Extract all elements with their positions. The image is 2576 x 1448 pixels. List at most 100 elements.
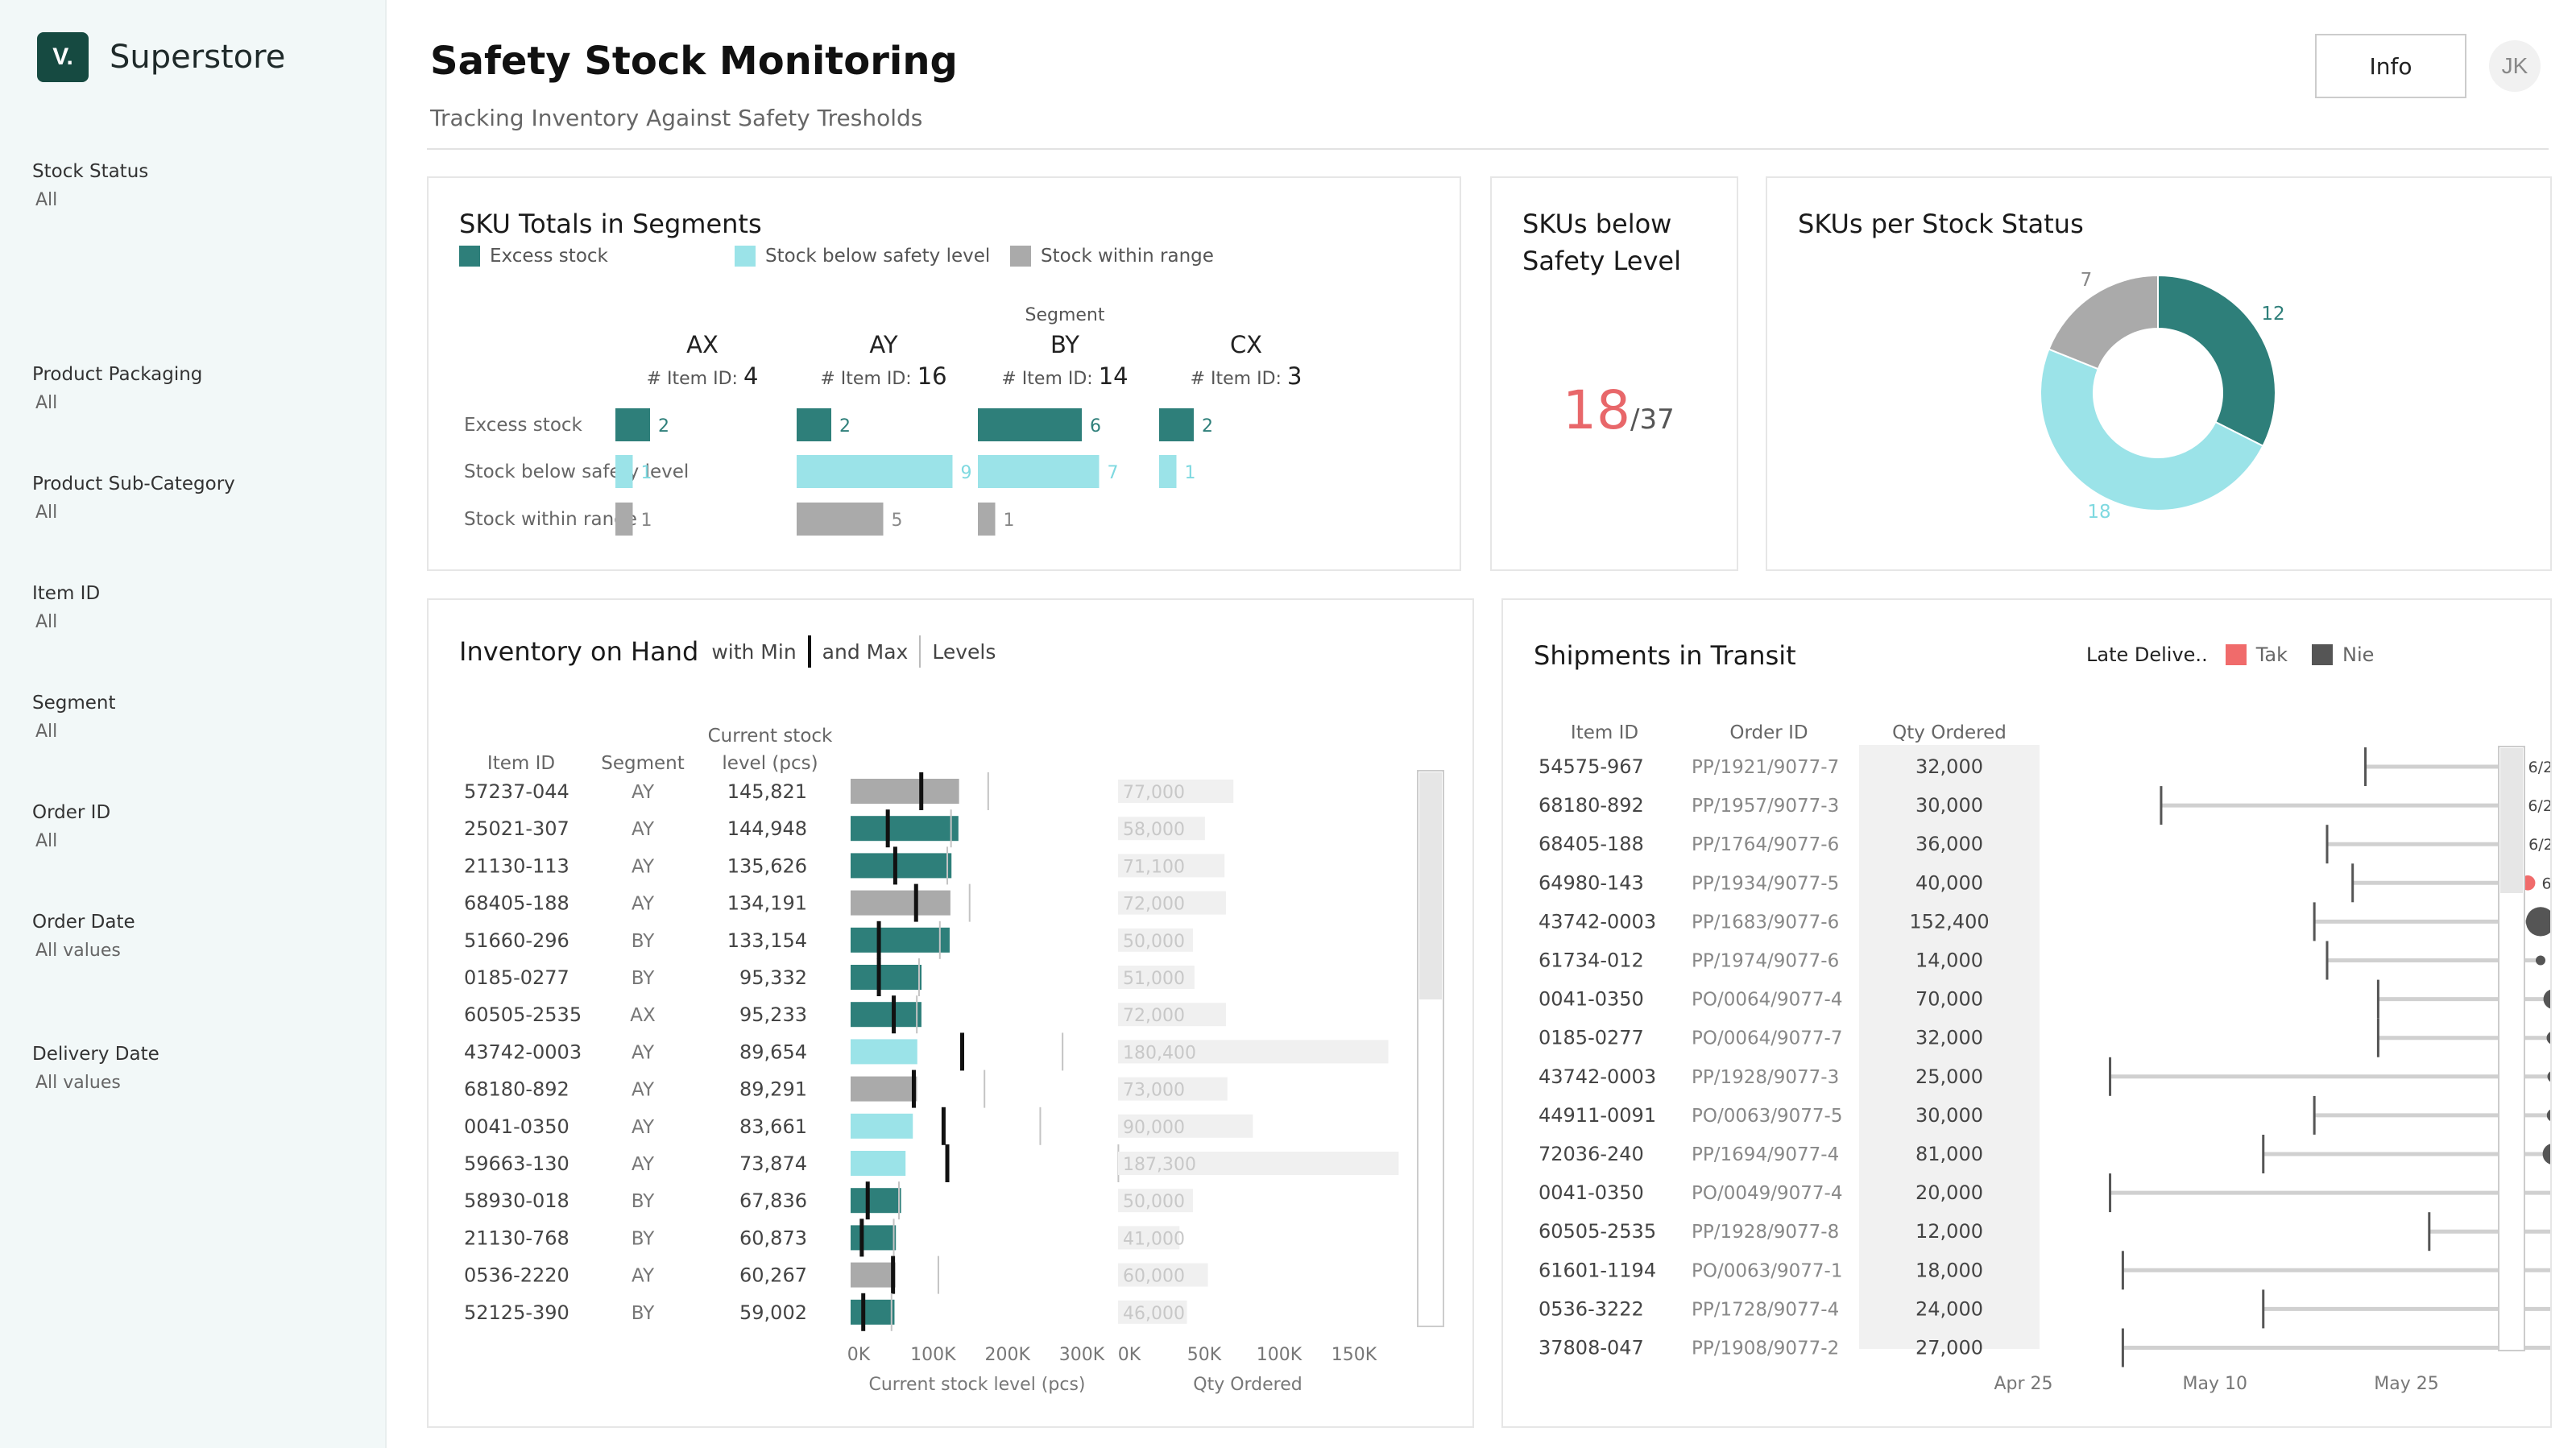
filter-product-packaging[interactable]: Product Packaging All <box>32 364 202 413</box>
late-no-swatch[interactable] <box>2312 644 2333 665</box>
ship-delivery-dot[interactable] <box>2547 1070 2550 1082</box>
inv-stock-bar[interactable] <box>851 965 922 990</box>
inv-stock-bar[interactable] <box>851 816 959 842</box>
inv-ordered-bar[interactable] <box>1118 780 1234 803</box>
inv-ordered-bar[interactable] <box>1118 966 1195 989</box>
filter-delivery-date[interactable]: Delivery Date All values <box>32 1044 159 1093</box>
filter-item-id[interactable]: Item ID All <box>32 583 100 632</box>
inv-min-marker <box>892 846 897 885</box>
inv-stock-bar[interactable] <box>851 1225 897 1251</box>
sku-bar-excess[interactable] <box>615 408 650 441</box>
inv-stock-bar[interactable] <box>851 1039 917 1065</box>
inv-min-marker <box>861 1293 866 1331</box>
sku-bar-excess[interactable] <box>978 408 1082 441</box>
ship-col-item: Item ID <box>1571 722 1638 743</box>
filter-stock-status[interactable]: Stock Status All <box>32 161 148 210</box>
inv-ordered-bar[interactable] <box>1118 1263 1208 1287</box>
info-button[interactable]: Info <box>2315 34 2466 98</box>
ship-order-id: PP/1974/9077-6 <box>1692 951 1839 972</box>
inv-stock-bar[interactable] <box>851 1076 917 1102</box>
inv-segment: BY <box>632 1303 656 1324</box>
inv-min-marker <box>913 883 918 922</box>
sku-bar-within[interactable] <box>978 503 996 536</box>
filter-value[interactable]: All values <box>35 1073 121 1093</box>
inv-ordered-bar[interactable] <box>1118 1114 1253 1138</box>
sku-bar-below[interactable] <box>797 455 953 488</box>
filter-order-id[interactable]: Order ID All <box>32 802 110 851</box>
legend-excess[interactable]: Excess stock <box>459 246 608 267</box>
inv-ordered-bar[interactable] <box>1118 1077 1228 1101</box>
filter-value[interactable]: All <box>35 612 58 632</box>
inv-scroll-thumb[interactable] <box>1419 772 1442 999</box>
inv-stock-bar[interactable] <box>851 890 950 916</box>
filter-value[interactable]: All <box>35 503 58 523</box>
inv-ordered-bar[interactable] <box>1118 1189 1193 1213</box>
inv-stock-bar[interactable] <box>851 1002 921 1028</box>
sku-bar-below[interactable] <box>978 455 1100 488</box>
filter-value[interactable]: All <box>35 190 58 210</box>
inv-ordered-bar[interactable] <box>1118 1040 1389 1064</box>
kpi-total: /37 <box>1630 403 1675 436</box>
app-logo[interactable]: V. Superstore <box>37 32 285 82</box>
inv-stock-bar[interactable] <box>851 1113 913 1139</box>
inv-segment: BY <box>632 968 656 989</box>
donut-slice[interactable] <box>2048 274 2159 370</box>
ship-delivery-dot[interactable] <box>2542 1144 2550 1165</box>
inv-stock-bar[interactable] <box>851 1151 906 1176</box>
inv-stock-bar[interactable] <box>851 779 959 804</box>
kpi-title-line1: SKUs below <box>1522 209 1672 239</box>
inv-stock-bar[interactable] <box>851 1188 901 1214</box>
inv-stock-bar[interactable] <box>851 853 952 879</box>
donut-slice[interactable] <box>2040 348 2264 511</box>
late-yes-swatch[interactable] <box>2225 644 2247 665</box>
sku-bar-excess[interactable] <box>797 408 831 441</box>
inv-ordered-label: 71,100 <box>1123 857 1185 877</box>
inv-stock-bar[interactable] <box>851 1299 895 1325</box>
inv-stock-bar[interactable] <box>851 927 950 953</box>
late-yes-label[interactable]: Tak <box>2255 643 2288 666</box>
legend-label-excess: Excess stock <box>490 246 608 267</box>
ship-delivery-dot[interactable] <box>2546 1031 2550 1045</box>
sku-bar-below[interactable] <box>1159 455 1177 488</box>
inv-ordered-bar[interactable] <box>1118 1300 1187 1324</box>
ship-delivery-dot[interactable] <box>2546 1109 2550 1122</box>
filter-value[interactable]: All values <box>35 941 121 961</box>
ship-order-id: PP/1764/9077-6 <box>1692 834 1839 855</box>
donut-slice[interactable] <box>2157 274 2276 448</box>
inv-ordered-bar[interactable] <box>1118 817 1205 841</box>
col-header-item: Item ID <box>487 753 555 774</box>
sku-bar-below[interactable] <box>615 455 633 488</box>
ship-col-order: Order ID <box>1729 722 1808 743</box>
legend-within[interactable]: Stock within range <box>1010 246 1214 267</box>
late-no-label[interactable]: Nie <box>2342 643 2375 666</box>
filter-value[interactable]: All <box>35 722 58 742</box>
filter-value[interactable]: All <box>35 393 58 413</box>
ship-scroll-thumb[interactable] <box>2500 748 2523 893</box>
filter-segment[interactable]: Segment All <box>32 693 116 742</box>
inv-item-id: 57237-044 <box>464 780 569 803</box>
inv-ordered-bar[interactable] <box>1118 1152 1399 1175</box>
inv-min-marker <box>885 809 890 848</box>
inv-ordered-bar[interactable] <box>1118 854 1225 878</box>
filter-value[interactable]: All <box>35 831 58 851</box>
sku-bar-within[interactable] <box>615 503 633 536</box>
sku-bar-within[interactable] <box>797 503 884 536</box>
filter-order-date[interactable]: Order Date All values <box>32 912 135 961</box>
sku-bar-excess[interactable] <box>1159 408 1194 441</box>
ship-delivery-label: 6/3/2025 <box>2541 875 2550 892</box>
ship-delivery-dot[interactable] <box>2525 907 2550 937</box>
avatar[interactable]: JK <box>2489 40 2541 92</box>
sku-bar-value: 2 <box>839 416 851 436</box>
inv-ordered-bar[interactable] <box>1118 891 1226 915</box>
inv-item-id: 58930-018 <box>464 1189 569 1212</box>
inv-ordered-bar[interactable] <box>1118 1003 1226 1027</box>
ship-delivery-dot[interactable] <box>2543 989 2550 1009</box>
inv-ordered-bar[interactable] <box>1118 928 1193 952</box>
inv-ordered-bar[interactable] <box>1118 1226 1180 1250</box>
inv-stock-bar[interactable] <box>851 1262 896 1288</box>
legend-below[interactable]: Stock below safety level <box>735 246 990 267</box>
filter-product-sub-category[interactable]: Product Sub-Category All <box>32 474 235 523</box>
legend-swatch-within <box>1010 246 1031 267</box>
ship-delivery-dot[interactable] <box>2536 955 2545 966</box>
ship-col-qty: Qty Ordered <box>1892 722 2007 743</box>
